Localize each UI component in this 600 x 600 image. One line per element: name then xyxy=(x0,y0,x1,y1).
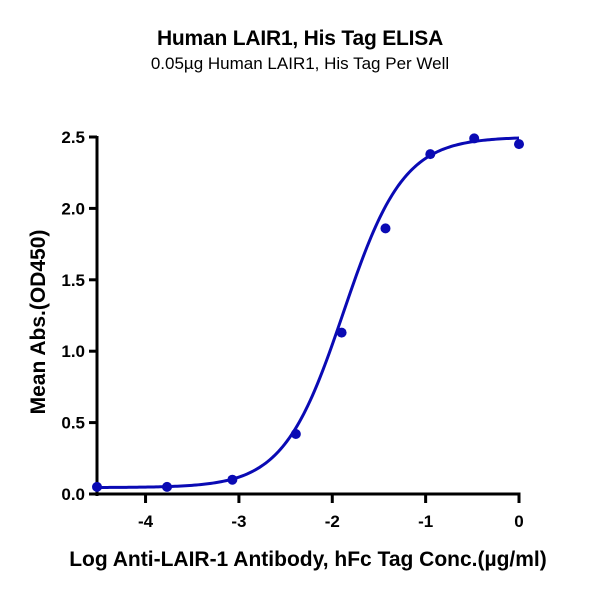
x-tick-label: -2 xyxy=(325,512,340,531)
y-tick-label: 0.5 xyxy=(61,414,85,433)
data-points xyxy=(92,133,524,492)
y-tick-label: 0.0 xyxy=(61,485,85,504)
y-tick-label: 1.0 xyxy=(61,342,85,361)
data-point xyxy=(469,133,480,144)
data-point xyxy=(514,139,524,150)
y-tick-label: 2.5 xyxy=(61,128,85,147)
data-point xyxy=(227,474,238,485)
y-tick-label: 1.5 xyxy=(61,271,85,290)
data-point xyxy=(290,429,301,440)
fit-curve xyxy=(96,136,520,489)
data-point xyxy=(380,223,391,234)
x-tick-label: -3 xyxy=(231,512,246,531)
sigmoid-fit-line xyxy=(96,136,520,489)
axes: 0.0 0.5 1.0 1.5 2.0 2.5 -4 -3 -2 -1 0 xyxy=(61,128,523,531)
y-tick-label: 2.0 xyxy=(61,199,85,218)
data-point xyxy=(92,481,102,492)
data-point xyxy=(425,149,436,160)
data-point xyxy=(162,481,173,492)
x-tick-label: 0 xyxy=(514,512,523,531)
chart-title: Human LAIR1, His Tag ELISA xyxy=(156,27,444,50)
x-tick-label: -1 xyxy=(418,512,433,531)
x-axis-label: Log Anti-LAIR-1 Antibody, hFc Tag Conc.(… xyxy=(69,548,547,571)
x-tick-label: -4 xyxy=(138,512,154,531)
y-axis-label: Mean Abs.(OD450) xyxy=(27,230,50,415)
chart-subtitle: 0.05µg Human LAIR1, His Tag Per Well xyxy=(150,54,450,73)
data-point xyxy=(336,327,347,338)
